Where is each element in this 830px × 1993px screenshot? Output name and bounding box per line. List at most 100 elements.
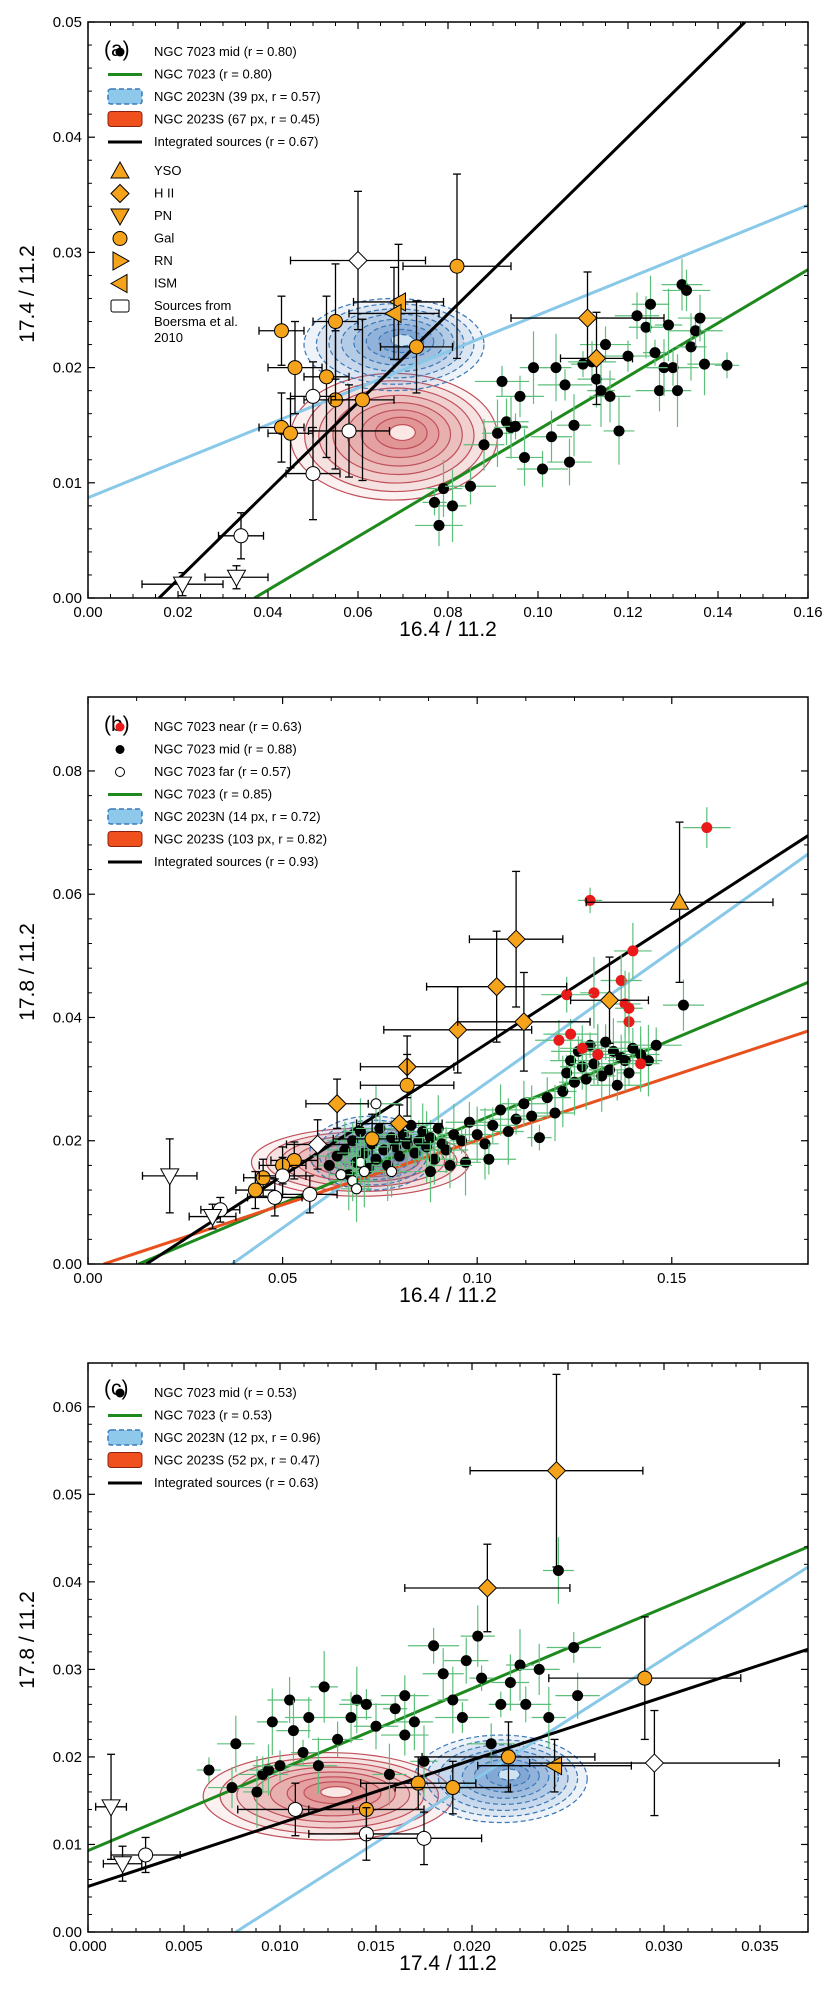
legend-label: NGC 2023S (103 px, r = 0.82) bbox=[154, 832, 327, 847]
x-tick-label: 0.020 bbox=[453, 1938, 491, 1955]
x-tick-label: 0.14 bbox=[703, 604, 732, 621]
ngc7023-far-point bbox=[354, 1156, 366, 1168]
source-marker-diamond bbox=[506, 929, 526, 949]
y-tick-label: 0.00 bbox=[53, 1256, 82, 1273]
x-tick-label: 0.00 bbox=[73, 1270, 102, 1287]
x-tick-label: 0.06 bbox=[343, 604, 372, 621]
ngc7023-point bbox=[383, 1768, 395, 1780]
ngc7023-point bbox=[203, 1764, 215, 1776]
ngc7023-point bbox=[312, 1760, 324, 1772]
source-marker-circle bbox=[328, 314, 343, 330]
ngc7023-point bbox=[549, 1107, 561, 1119]
source-marker-open-circle bbox=[341, 423, 357, 439]
source-marker-diamond bbox=[389, 1113, 410, 1134]
ngc7023-point bbox=[424, 1166, 436, 1178]
legend-red-box-icon bbox=[107, 831, 143, 847]
source-marker-open-circle bbox=[416, 1830, 432, 1846]
legend-label: Gal bbox=[154, 231, 174, 246]
ngc7023-point bbox=[564, 456, 575, 468]
ngc7023-point bbox=[418, 1755, 430, 1767]
fit-line-ngc-2023n bbox=[235, 1565, 808, 1932]
legend-label: NGC 2023S (52 px, r = 0.47) bbox=[154, 1453, 320, 1468]
fit-line-ngc-2023n bbox=[88, 203, 808, 500]
legend-reddot-icon bbox=[115, 722, 125, 732]
legend-label: NGC 2023N (39 px, r = 0.57) bbox=[154, 89, 321, 104]
ngc7023-point bbox=[690, 325, 701, 337]
legend-label: NGC 2023N (14 px, r = 0.72) bbox=[154, 809, 321, 824]
ngc7023-near-point bbox=[553, 1034, 565, 1046]
ngc7023-point bbox=[645, 298, 656, 310]
source-marker-open-triangle-down bbox=[112, 1856, 133, 1874]
ngc7023-point bbox=[262, 1764, 274, 1776]
ngc7023-point bbox=[274, 1760, 286, 1772]
source-marker-open-diamond bbox=[348, 250, 368, 271]
ngc7023-near-point bbox=[701, 822, 713, 834]
ngc7023-point bbox=[297, 1747, 309, 1759]
ngc7023-point bbox=[672, 385, 683, 397]
ngc7023-point bbox=[323, 1159, 335, 1171]
ngc7023-point bbox=[483, 1153, 495, 1165]
plot-frame bbox=[87, 696, 809, 1265]
ngc7023-point bbox=[519, 451, 530, 463]
ngc7023-point bbox=[572, 1690, 584, 1702]
legend-label: Integrated sources (r = 0.63) bbox=[154, 1475, 318, 1490]
ngc7023-point bbox=[465, 480, 476, 492]
x-tick-label: 0.10 bbox=[463, 1270, 492, 1287]
ngc7023-near-point bbox=[635, 1058, 647, 1070]
legend-label: NGC 7023 (r = 0.80) bbox=[154, 67, 272, 82]
ngc7023-point bbox=[557, 1085, 569, 1097]
fit-line-ngc-2023n bbox=[231, 852, 808, 1264]
fit-line-integrated-sources bbox=[158, 22, 747, 598]
legend-label: ISM bbox=[154, 276, 177, 291]
ngc7023-point bbox=[543, 1712, 555, 1724]
ngc7023-point bbox=[460, 1655, 472, 1667]
ngc7023-point bbox=[518, 1098, 530, 1110]
contour-level bbox=[388, 423, 416, 442]
legend-label: Sources from Boersma et al. 2010 bbox=[154, 298, 238, 345]
ngc7023-point bbox=[479, 1138, 491, 1150]
y-tick-label: 0.00 bbox=[53, 590, 82, 607]
source-marker-circle bbox=[399, 1077, 415, 1093]
y-tick-label: 0.02 bbox=[53, 360, 82, 377]
ngc7023-point bbox=[510, 420, 521, 432]
ngc7023-near-point bbox=[627, 945, 639, 957]
source-marker-open-triangle-down bbox=[202, 1209, 223, 1227]
plot-frame bbox=[87, 1362, 809, 1933]
legend-label: NGC 7023 mid (r = 0.88) bbox=[154, 742, 297, 757]
ngc7023-point bbox=[588, 1058, 600, 1070]
y-tick-label: 0.04 bbox=[53, 129, 82, 146]
ngc7023-point bbox=[546, 431, 557, 443]
source-marker-circle bbox=[637, 1670, 653, 1686]
ngc7023-point bbox=[408, 1716, 420, 1728]
ngc7023-point bbox=[504, 1677, 516, 1689]
ngc7023-point bbox=[528, 362, 539, 374]
source-marker-diamond bbox=[586, 348, 607, 369]
ngc7023-point bbox=[318, 1681, 330, 1693]
panel-a: (a) 16.4 / 11.2 17.4 / 11.2 0.000.020.04… bbox=[16, 14, 823, 641]
ngc7023-far-point bbox=[370, 1098, 382, 1110]
ngc7023-point bbox=[284, 1694, 296, 1706]
ngc7023-point bbox=[600, 339, 611, 351]
ngc7023-point bbox=[533, 1663, 545, 1675]
legend-marker-triangle-down bbox=[110, 208, 130, 227]
ngc7023-point bbox=[640, 321, 652, 333]
ngc7023-point bbox=[456, 1712, 468, 1724]
source-marker-open-triangle-down bbox=[172, 576, 193, 595]
source-marker-circle bbox=[364, 1131, 380, 1147]
ngc7023-near-point bbox=[565, 1028, 577, 1040]
x-tick-label: 0.05 bbox=[268, 1270, 297, 1287]
legend: NGC 7023 mid (r = 0.80) NGC 7023 (r = 0.8… bbox=[107, 44, 321, 149]
legend-label: H II bbox=[154, 186, 174, 201]
x-tick-label: 0.015 bbox=[357, 1938, 395, 1955]
source-marker-circle bbox=[255, 1170, 271, 1186]
source-marker-triangle-left bbox=[544, 1755, 563, 1776]
source-marker-diamond bbox=[448, 1020, 468, 1040]
legend-blue-box-icon bbox=[107, 88, 143, 105]
legend-label: PN bbox=[154, 208, 172, 223]
legend-label: NGC 7023 far (r = 0.57) bbox=[154, 764, 291, 779]
ngc7023-point bbox=[721, 359, 733, 371]
x-tick-label: 0.010 bbox=[261, 1938, 299, 1955]
plot-area bbox=[88, 1373, 808, 1932]
ngc7023-point bbox=[649, 347, 661, 359]
ngc7023-point bbox=[226, 1782, 238, 1794]
